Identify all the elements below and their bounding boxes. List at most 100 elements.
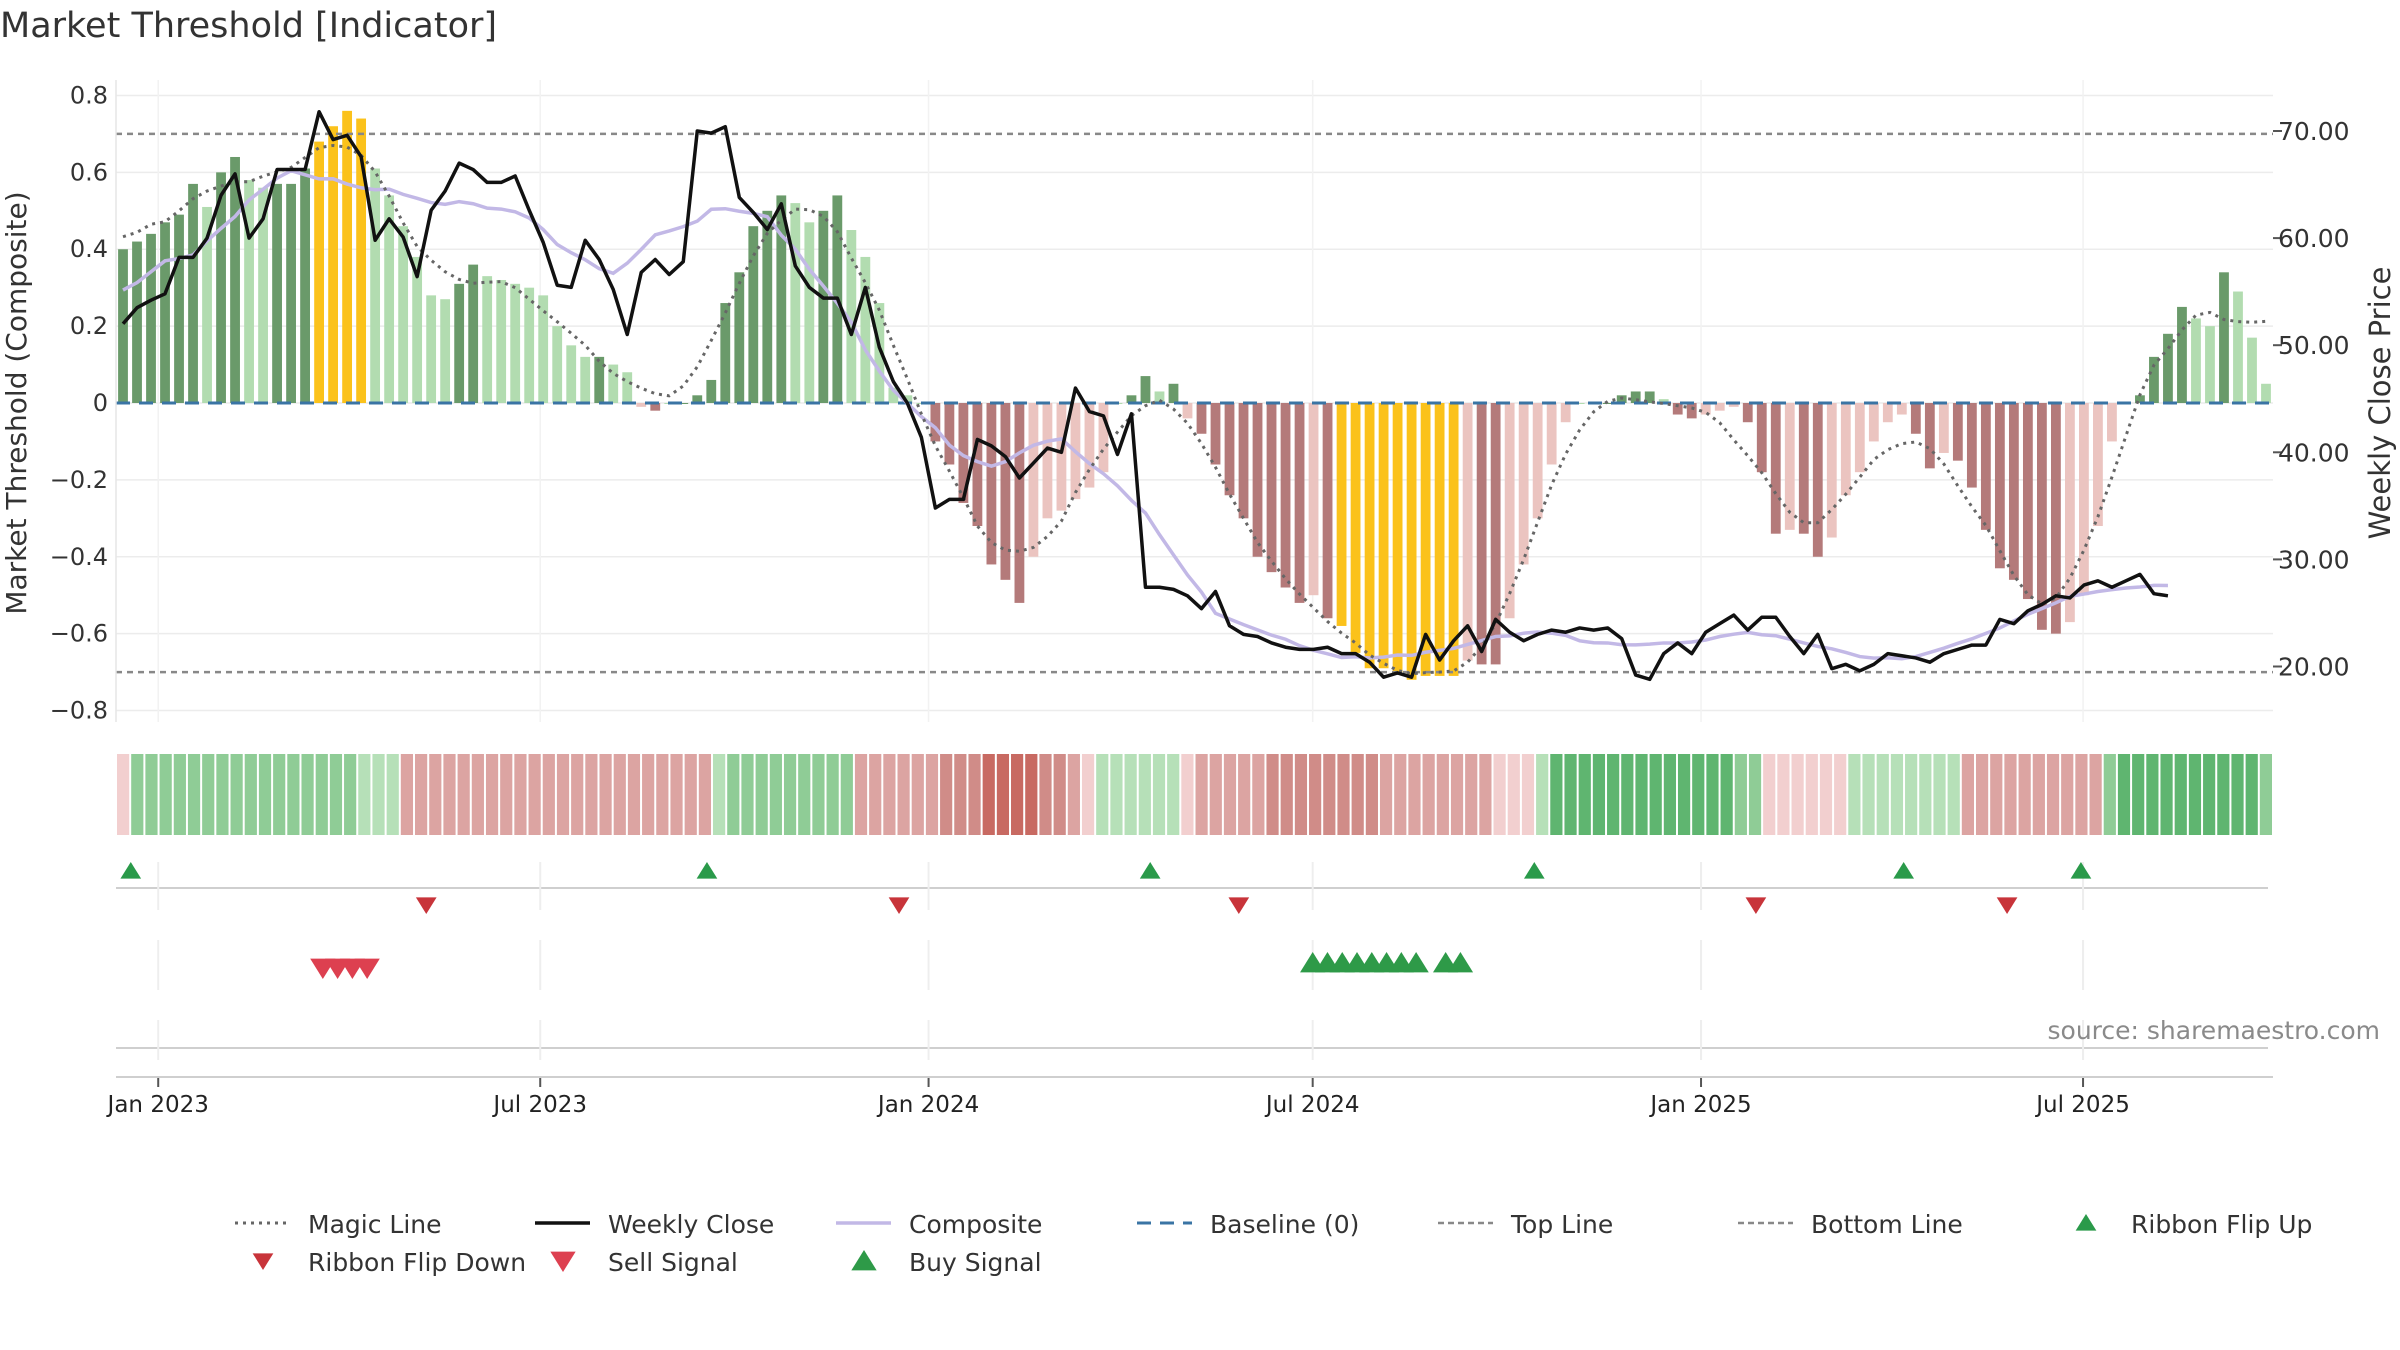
composite-bar — [2205, 326, 2215, 403]
composite-bar — [1000, 403, 1011, 580]
ribbon-cell — [627, 754, 641, 835]
ribbon-flip-up-marker — [120, 862, 142, 879]
ribbon-cell — [301, 754, 314, 835]
composite-bar — [2247, 337, 2257, 403]
ribbon-cell — [1394, 754, 1407, 835]
ribbon-cell — [1138, 754, 1151, 835]
ribbon-cell — [1550, 754, 1563, 835]
y-axis-title: Market Threshold (Composite) — [0, 191, 33, 614]
composite-bar — [1238, 403, 1249, 519]
ribbon-cell — [1493, 754, 1506, 835]
composite-bar — [1714, 403, 1725, 411]
ribbon-cell — [1720, 754, 1733, 835]
ribbon-cell — [727, 754, 740, 835]
ribbon-cell — [542, 754, 555, 835]
composite-bar — [2093, 403, 2103, 527]
composite-bar — [1462, 403, 1473, 661]
composite-bar — [1630, 391, 1641, 403]
ribbon-cell — [372, 754, 385, 835]
ribbon-cell — [1975, 754, 1989, 835]
ribbon-cell — [485, 754, 499, 835]
composite-bar — [1308, 403, 1319, 596]
composite-bar — [524, 287, 535, 403]
sell-signal-marker — [354, 958, 380, 979]
composite-bar — [496, 279, 507, 403]
composite-bar — [118, 249, 128, 403]
composite-bar — [1826, 403, 1837, 538]
ribbon-cell — [925, 754, 939, 835]
composite-bar — [510, 283, 521, 403]
composite-bar — [1518, 403, 1529, 565]
ribbon-cell — [329, 754, 343, 835]
ribbon-cell — [968, 754, 981, 835]
composite-bar — [328, 126, 339, 404]
composite-bar — [1140, 376, 1151, 403]
composite-bar — [538, 295, 549, 403]
ribbon-flip-down-marker — [1228, 897, 1250, 914]
ribbon-cell — [2203, 754, 2216, 835]
y2-tick-label: 50.00 — [2278, 331, 2350, 360]
y-tick-label: 0.4 — [70, 235, 108, 263]
ribbon-cell — [1450, 754, 1464, 835]
ribbon-cell — [1408, 754, 1421, 835]
ribbon-cell — [1805, 754, 1818, 835]
ribbon-cell — [386, 754, 399, 835]
y2-tick-label: 60.00 — [2278, 224, 2350, 253]
composite-bar — [2107, 403, 2117, 442]
ribbon-cell — [826, 754, 839, 835]
legend-label: Sell Signal — [608, 1248, 738, 1277]
ribbon-cell — [514, 754, 527, 835]
ribbon-cell — [883, 754, 896, 835]
ribbon-cell — [1465, 754, 1478, 835]
composite-bar — [1364, 403, 1375, 669]
ribbon-cell — [1152, 754, 1166, 835]
composite-bar — [1224, 403, 1235, 496]
composite-bar — [1350, 403, 1361, 653]
composite-bar — [1560, 403, 1571, 423]
ribbon-cell — [940, 754, 953, 835]
composite-bar — [804, 222, 815, 403]
composite-bar — [552, 326, 563, 403]
composite-bar — [1098, 403, 1109, 473]
composite-bar — [132, 241, 142, 403]
composite-bar — [1196, 403, 1207, 434]
composite-bar — [370, 168, 381, 403]
composite-bar — [958, 403, 969, 503]
y-tick-label: 0.8 — [70, 81, 108, 109]
composite-bar — [1294, 403, 1305, 603]
composite-bar — [2191, 318, 2201, 403]
ribbon-cell — [244, 754, 257, 835]
ribbon-cell — [1081, 754, 1095, 835]
ribbon-cell — [1379, 754, 1393, 835]
ribbon-cell — [1649, 754, 1662, 835]
composite-bar — [188, 183, 198, 403]
ribbon-cell — [429, 754, 442, 835]
ribbon-flip-up-marker — [1893, 862, 1915, 879]
ribbon-cell — [187, 754, 201, 835]
ribbon-cell — [1734, 754, 1747, 835]
composite-bar — [594, 356, 605, 403]
composite-bar — [1868, 403, 1879, 442]
ribbon-cell — [1181, 754, 1194, 835]
composite-bar — [566, 345, 577, 403]
ribbon-cell — [1607, 754, 1620, 835]
ribbon-cell — [1067, 754, 1080, 835]
composite-bar — [1546, 403, 1557, 465]
ribbon-cell — [684, 754, 697, 835]
composite-bar — [790, 203, 801, 403]
composite-bar — [2177, 306, 2187, 403]
ribbon-cell — [599, 754, 612, 835]
ribbon-cell — [1053, 754, 1066, 835]
ribbon-cell — [2231, 754, 2244, 835]
x-tick-label: Jan 2025 — [1648, 1092, 1751, 1118]
composite-bar — [846, 230, 857, 403]
ribbon-cell — [400, 754, 414, 835]
ribbon-cell — [273, 754, 286, 835]
ribbon-cell — [1039, 754, 1052, 835]
composite-bar — [2135, 395, 2145, 403]
composite-bar — [2008, 403, 2019, 580]
composite-bar — [776, 195, 787, 403]
composite-bar — [1784, 403, 1795, 530]
composite-bar — [972, 403, 983, 527]
